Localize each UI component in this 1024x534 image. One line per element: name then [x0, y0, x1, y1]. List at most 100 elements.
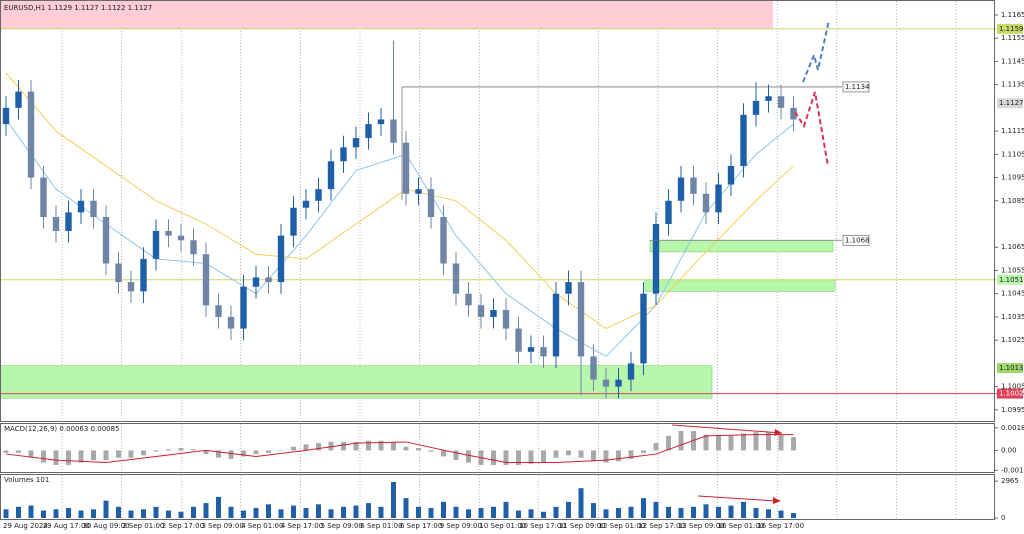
bar — [741, 433, 746, 451]
bar — [153, 506, 159, 518]
bar — [566, 501, 571, 518]
bar — [241, 450, 246, 457]
bar — [728, 505, 734, 518]
candle-body — [315, 189, 322, 201]
bar — [153, 450, 159, 452]
candle-body — [252, 277, 260, 287]
bar — [16, 450, 21, 453]
x-tick-label: 2 Sep 01:00 — [122, 522, 164, 530]
x-tick-label: 16 Sep 17:00 — [757, 522, 804, 530]
bar — [591, 450, 596, 462]
candle-body — [65, 212, 72, 231]
x-tick-label: 11 Sep 09:00 — [559, 522, 606, 530]
bar — [628, 506, 634, 518]
y-tick-label: 1.1085 — [1001, 197, 1024, 205]
bar — [403, 446, 409, 451]
bar — [628, 450, 634, 459]
bar — [203, 450, 209, 455]
candle-body — [227, 316, 235, 329]
bar — [28, 450, 34, 458]
candle-body — [52, 217, 60, 231]
y-tick-label: 1.1145 — [1001, 57, 1024, 65]
candle-body — [765, 96, 772, 101]
x-tick-label: 12 Sep 17:00 — [638, 522, 685, 530]
candle-body — [490, 309, 497, 317]
bar — [741, 501, 746, 518]
zone — [644, 279, 836, 292]
candle-body — [290, 207, 297, 236]
level-box-label: 1.1068 — [845, 236, 870, 244]
candle-body — [77, 200, 85, 213]
bar — [366, 503, 371, 518]
bar — [241, 510, 246, 518]
bar — [341, 441, 346, 451]
bar — [616, 450, 621, 462]
x-tick-label: 16 Sep 01:00 — [718, 522, 765, 530]
x-tick-label: 30 Aug 09:00 — [82, 522, 129, 530]
bar — [66, 508, 71, 518]
x-tick-label: 10 Sep 17:00 — [519, 522, 566, 530]
bar — [491, 506, 496, 518]
bar — [428, 508, 434, 518]
bar — [228, 506, 234, 518]
bar — [278, 509, 284, 518]
bar — [166, 510, 171, 518]
bar — [41, 450, 46, 463]
y-tick-label: 1.1025 — [1001, 336, 1024, 344]
bar — [778, 510, 784, 518]
bar — [91, 509, 96, 518]
bar — [703, 504, 709, 518]
candle-body — [577, 282, 585, 357]
bar — [678, 508, 684, 518]
x-tick-label: 2 Sep 17:00 — [162, 522, 204, 530]
volume-divergence — [697, 495, 777, 502]
bar — [791, 513, 796, 518]
y-tick-label: 1.1135 — [1001, 81, 1024, 89]
bar — [416, 506, 421, 518]
bar — [378, 506, 384, 518]
bar — [78, 450, 84, 463]
bar — [303, 444, 309, 451]
candle-body — [452, 263, 460, 294]
candle-body — [615, 379, 622, 387]
y-tick-label: 1.1065 — [1001, 243, 1024, 251]
forecast-up — [802, 19, 830, 83]
candle-body — [540, 347, 547, 357]
zone — [0, 1, 773, 29]
candle-body — [415, 189, 422, 194]
candle-body — [552, 293, 560, 357]
candle-body — [502, 309, 510, 329]
bar — [716, 435, 721, 451]
bar — [353, 441, 359, 451]
candle-body — [90, 200, 97, 218]
candle-body — [465, 293, 472, 306]
bar — [541, 511, 546, 518]
candle-body — [240, 286, 247, 329]
x-tick-label: 3 Sep 09:00 — [202, 522, 244, 530]
bar — [128, 450, 134, 458]
bar — [203, 503, 209, 518]
bar — [778, 434, 784, 451]
bar — [228, 450, 234, 459]
price-label: 1.1013 — [999, 364, 1024, 372]
price-label: 1.1127 — [999, 99, 1024, 107]
bar — [253, 450, 259, 455]
symbol-header: EURUSD,H1 1.1129 1.1127 1.1122 1.1127 — [4, 4, 152, 12]
grid — [61, 1, 957, 519]
bar — [16, 506, 21, 518]
bar — [678, 431, 684, 451]
candle-body — [665, 200, 672, 225]
bar — [128, 510, 134, 518]
candle-body — [15, 91, 22, 108]
bar — [666, 435, 671, 451]
macd-frame — [0, 423, 995, 473]
y-tick-label: 1.1035 — [1001, 313, 1024, 321]
bar — [291, 446, 296, 451]
bar — [141, 450, 146, 456]
y-tick-label: 1.1105 — [1001, 150, 1024, 158]
x-tick-label: 4 Sep 01:00 — [241, 522, 283, 530]
candle-body — [277, 235, 285, 283]
y-tick-label: 1.1165 — [1001, 11, 1024, 19]
signal-line — [5, 434, 794, 464]
bar — [578, 488, 584, 518]
